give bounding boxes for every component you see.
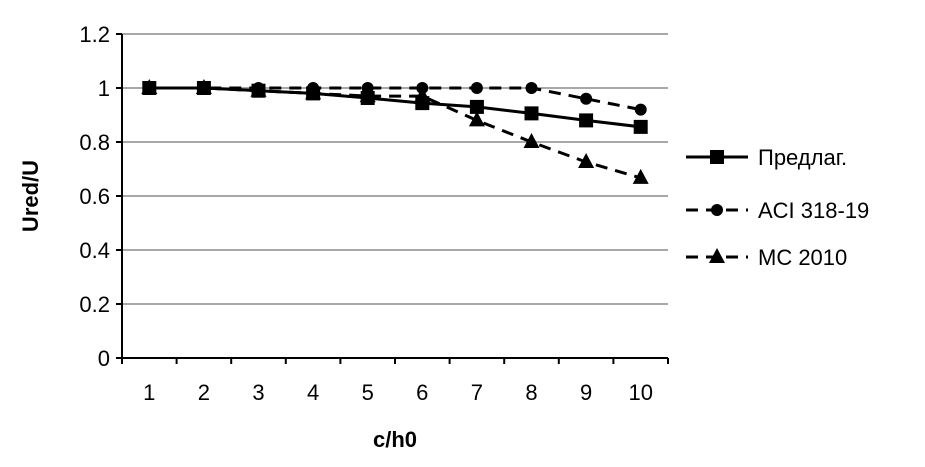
y-tick-label: 0.4	[79, 238, 110, 263]
circle-marker	[711, 204, 723, 216]
legend-item: Предлаг.	[686, 145, 847, 170]
square-marker	[579, 113, 594, 128]
circle-marker	[525, 82, 538, 94]
triangle-marker	[468, 111, 485, 127]
legend-label: MC 2010	[758, 245, 847, 270]
circle-marker	[580, 92, 593, 105]
triangle-marker	[632, 168, 649, 184]
circle-marker	[470, 82, 483, 94]
x-tick-label: 6	[416, 380, 428, 405]
y-tick-label: 0.6	[79, 184, 110, 209]
x-tick-label: 2	[198, 380, 210, 405]
gridlines	[122, 33, 668, 305]
square-marker	[360, 90, 375, 105]
legend-label: ACI 318-19	[758, 198, 869, 223]
square-marker	[306, 86, 321, 101]
square-marker	[469, 99, 484, 114]
x-axis-label: c/h0	[373, 427, 417, 452]
series-aci-318-19	[143, 82, 647, 116]
legend-label: Предлаг.	[758, 145, 847, 170]
y-axis-ticks: 0 0.2 0.4 0.6 0.8 1 1.2	[79, 22, 122, 371]
x-tick-label: 1	[143, 380, 155, 405]
triangle-marker	[578, 152, 595, 168]
series-group	[141, 79, 649, 184]
x-axis-ticks: 1 2 3 4 5 6 7 8 9 10	[121, 358, 669, 405]
x-tick-label: 5	[362, 380, 374, 405]
x-tick-label: 8	[525, 380, 537, 405]
x-tick-label: 3	[252, 380, 264, 405]
triangle-marker	[523, 133, 540, 148]
y-tick-label: 1	[98, 76, 110, 101]
x-tick-label: 9	[580, 380, 592, 405]
square-marker	[142, 81, 157, 95]
legend-item: MC 2010	[686, 245, 847, 270]
x-tick-label: 10	[628, 380, 652, 405]
y-tick-label: 0	[98, 346, 110, 371]
x-tick-label: 7	[471, 380, 483, 405]
square-marker	[524, 106, 539, 121]
circle-marker	[416, 82, 429, 94]
square-marker	[633, 119, 648, 134]
square-marker	[710, 150, 724, 164]
circle-marker	[634, 103, 647, 116]
y-tick-label: 1.2	[79, 22, 110, 47]
square-marker	[196, 81, 211, 95]
y-axis-label: Ured/U	[18, 160, 43, 232]
square-marker	[415, 96, 430, 111]
series-line	[149, 86, 641, 129]
square-marker	[251, 83, 266, 98]
series-line	[149, 86, 641, 112]
y-tick-label: 0.8	[79, 130, 110, 155]
legend-item: ACI 318-19	[686, 198, 869, 223]
y-tick-label: 0.2	[79, 292, 110, 317]
x-tick-label: 4	[307, 380, 319, 405]
legend: Предлаг. ACI 318-19 MC 2010	[686, 145, 869, 270]
triangle-marker	[709, 248, 725, 263]
series-предлаг-	[142, 81, 648, 134]
